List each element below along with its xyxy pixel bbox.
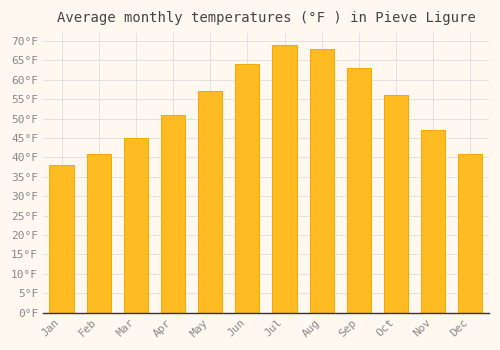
Bar xyxy=(86,154,111,313)
Bar xyxy=(161,115,185,313)
Bar xyxy=(124,138,148,313)
Bar xyxy=(347,68,371,313)
Bar xyxy=(50,165,74,313)
Bar xyxy=(384,95,408,313)
Bar xyxy=(272,45,296,313)
Bar xyxy=(421,130,445,313)
Bar xyxy=(236,64,260,313)
Title: Average monthly temperatures (°F ) in Pieve Ligure: Average monthly temperatures (°F ) in Pi… xyxy=(56,11,476,25)
Bar xyxy=(310,49,334,313)
Bar xyxy=(198,91,222,313)
Bar xyxy=(458,154,482,313)
